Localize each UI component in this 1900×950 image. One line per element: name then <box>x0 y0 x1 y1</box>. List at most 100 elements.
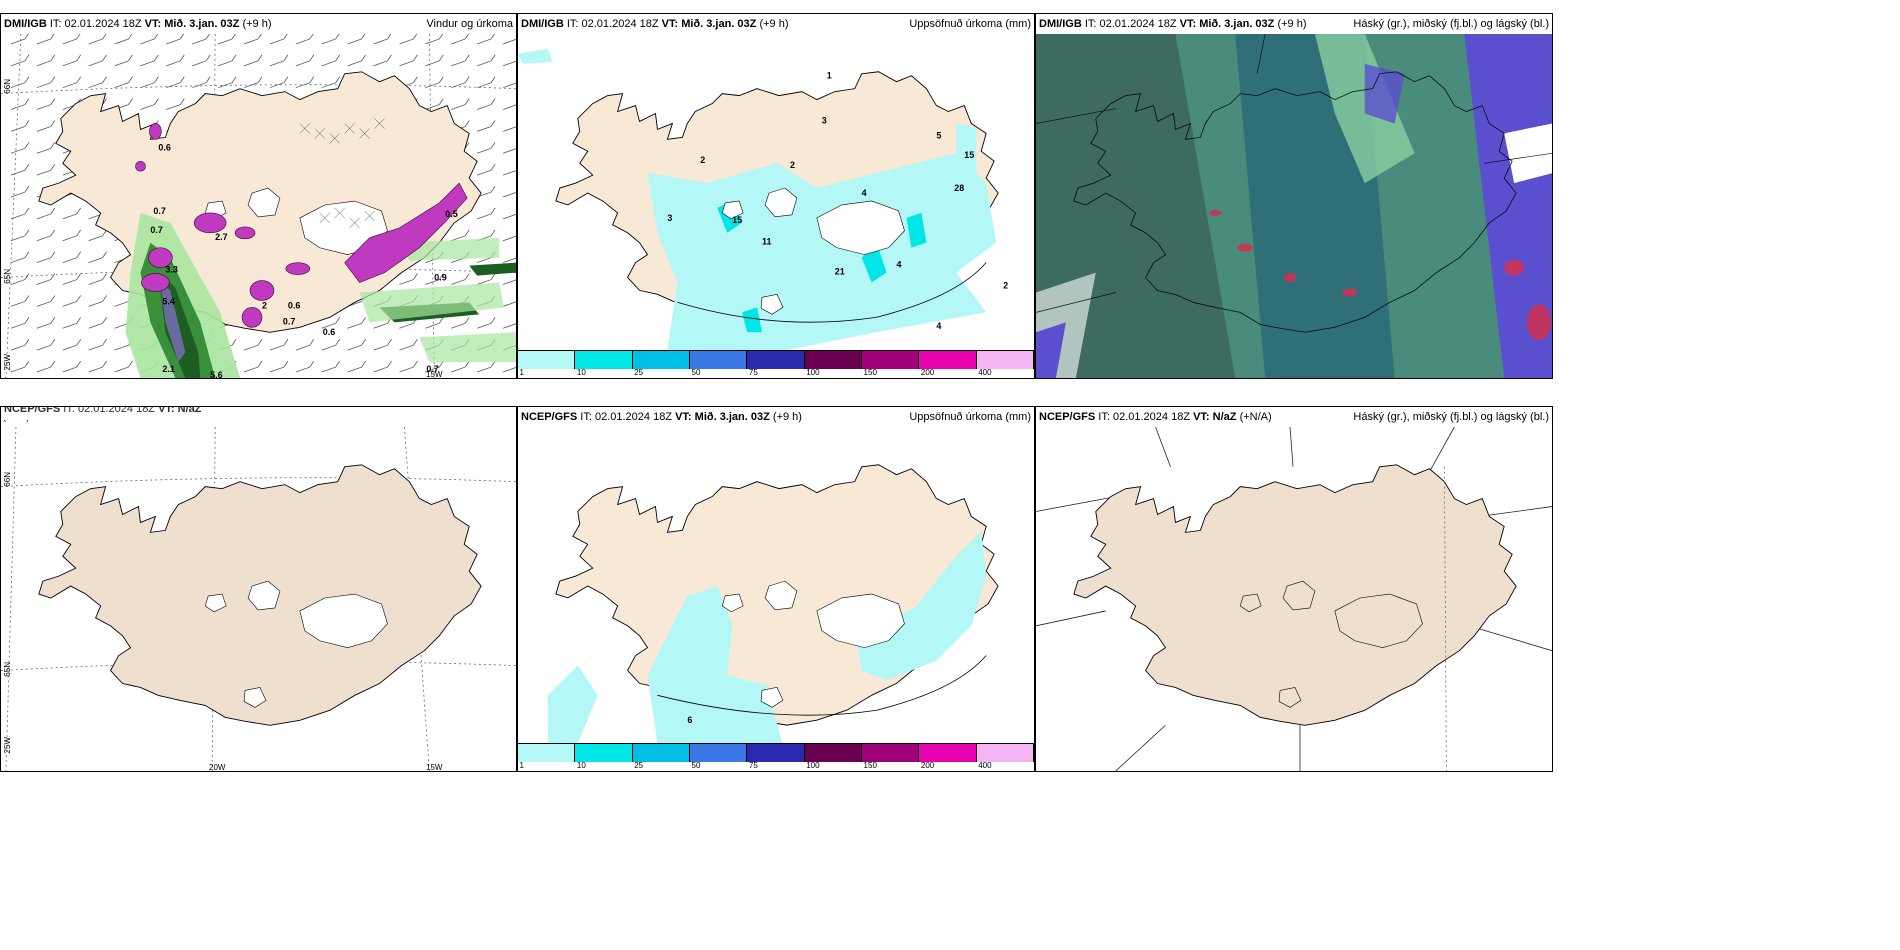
panel-title: Uppsöfnuð úrkoma (mm) <box>909 18 1031 30</box>
wind-barb <box>114 360 133 373</box>
wind-barb <box>36 317 56 329</box>
legend-tick-label: 75 <box>748 761 758 770</box>
wind-barb <box>477 76 496 89</box>
panel-clouds-dmi: DMI/IGB IT: 02.01.2024 18Z VT: Mið. 3.ja… <box>1035 13 1553 379</box>
wind-barb <box>36 295 56 307</box>
wind-barb <box>36 76 56 89</box>
wind-barb <box>10 273 30 285</box>
legend-tick-label: 1 <box>519 761 524 770</box>
wind-barb <box>88 273 107 285</box>
legend-tick-label: 150 <box>863 761 877 770</box>
wind-barb <box>88 229 107 242</box>
legend-swatch <box>861 744 920 762</box>
wind-barb <box>10 34 29 45</box>
precip-value: 5.6 <box>210 370 222 378</box>
wind-barb <box>347 54 366 67</box>
wind-barb <box>166 54 185 67</box>
wind-barb <box>477 185 496 198</box>
wind-barb <box>399 360 418 373</box>
wind-barb <box>140 34 159 45</box>
wind-barb <box>140 54 159 67</box>
wind-barb <box>451 34 469 45</box>
wind-barb <box>477 34 495 45</box>
wind-barb <box>243 76 263 89</box>
legend-swatch <box>976 744 1034 762</box>
wind-barb <box>62 339 82 351</box>
legend-tick-label: 100 <box>806 761 820 770</box>
map-area: 0.6 0.7 0.7 2.7 3.3 5.4 2.1 5.6 2 0.7 0.6 0.6 0.9 0.5… <box>1 34 516 378</box>
wind-barb <box>502 235 516 242</box>
wind-barb <box>10 229 30 242</box>
wind-barb <box>10 317 30 329</box>
wind-barb <box>10 207 30 220</box>
precip-value: 2.7 <box>215 232 227 242</box>
wind-barb <box>140 76 159 89</box>
wind-barb <box>36 207 56 220</box>
precip-value: 5.4 <box>162 296 174 306</box>
lat-label: 66N <box>3 79 12 94</box>
wind-barb <box>269 54 289 67</box>
wind-barb <box>192 34 211 45</box>
lon-label: 15W <box>426 370 443 379</box>
wind-barb <box>502 323 516 329</box>
lon-label: 20W <box>209 763 226 772</box>
precip-value: 0.6 <box>288 300 300 310</box>
wind-barb <box>36 54 56 67</box>
map-area: 6 <box>518 427 1034 743</box>
legend-swatch <box>804 744 862 762</box>
wind-barb <box>218 76 237 89</box>
legend-tick-label: 25 <box>634 761 644 770</box>
wind-barb <box>502 38 516 45</box>
wind-barb <box>62 360 82 373</box>
precip-value: 0.7 <box>153 206 165 216</box>
wind-barb <box>243 339 263 351</box>
legend-tick-label: 50 <box>691 761 701 770</box>
wind-barb <box>502 60 516 67</box>
wind-barb <box>477 98 496 110</box>
wind-barb <box>114 54 133 67</box>
wind-barb <box>88 54 107 67</box>
precip-value: 3.3 <box>165 265 177 275</box>
precip-value: 2 <box>1003 280 1008 290</box>
wind-barb <box>347 34 366 45</box>
precip-value: 0.5 <box>445 209 457 219</box>
panel-title: Háský (gr.), miðský (fj.bl.) og lágský (… <box>1353 18 1549 30</box>
legend-swatch <box>575 744 633 762</box>
wind-barb <box>451 273 470 285</box>
wind-barb <box>321 54 341 67</box>
wind-barb <box>373 54 392 67</box>
wind-barb <box>347 339 366 351</box>
wind-barb <box>477 360 496 373</box>
panel-wind-precip-gfs: NCEP/GFS IT: 02.01.2024 18Z VT: N/aZ (+N… <box>0 406 517 772</box>
wind-barb <box>477 317 496 329</box>
legend-tick-label: 400 <box>978 368 992 377</box>
wind-barb <box>36 360 56 373</box>
wind-barb <box>36 34 55 45</box>
legend-tick-label: 200 <box>920 368 935 377</box>
wind-barb <box>295 360 315 373</box>
wind-barb <box>399 273 418 285</box>
precip-value: 0.7 <box>426 364 438 374</box>
wind-barb <box>36 339 56 351</box>
wind-barb <box>62 295 82 307</box>
precip-value: 0.9 <box>434 273 446 283</box>
precip-value: 2 <box>790 160 795 170</box>
panel-title: Uppsöfnuð úrkoma (mm) <box>909 411 1031 423</box>
wind-barb <box>10 164 30 176</box>
panel-header: DMI/IGB IT: 02.01.2024 18Z VT: Mið. 3.ja… <box>1036 14 1552 34</box>
wind-barb <box>36 273 56 285</box>
wind-barb <box>88 339 107 351</box>
wind-barb <box>36 229 56 242</box>
wind-barb <box>10 185 30 198</box>
wind-barb <box>399 34 418 45</box>
wind-barb <box>502 148 516 154</box>
legend-tick-label: 1 <box>519 368 524 377</box>
wind-barb <box>88 295 107 307</box>
wind-barb <box>166 98 185 110</box>
wind-barb <box>321 339 341 351</box>
wind-barb <box>477 54 496 67</box>
wind-barb <box>347 360 366 373</box>
wind-barb <box>10 76 30 89</box>
legend-swatch <box>518 351 576 369</box>
wind-barb <box>62 76 82 89</box>
